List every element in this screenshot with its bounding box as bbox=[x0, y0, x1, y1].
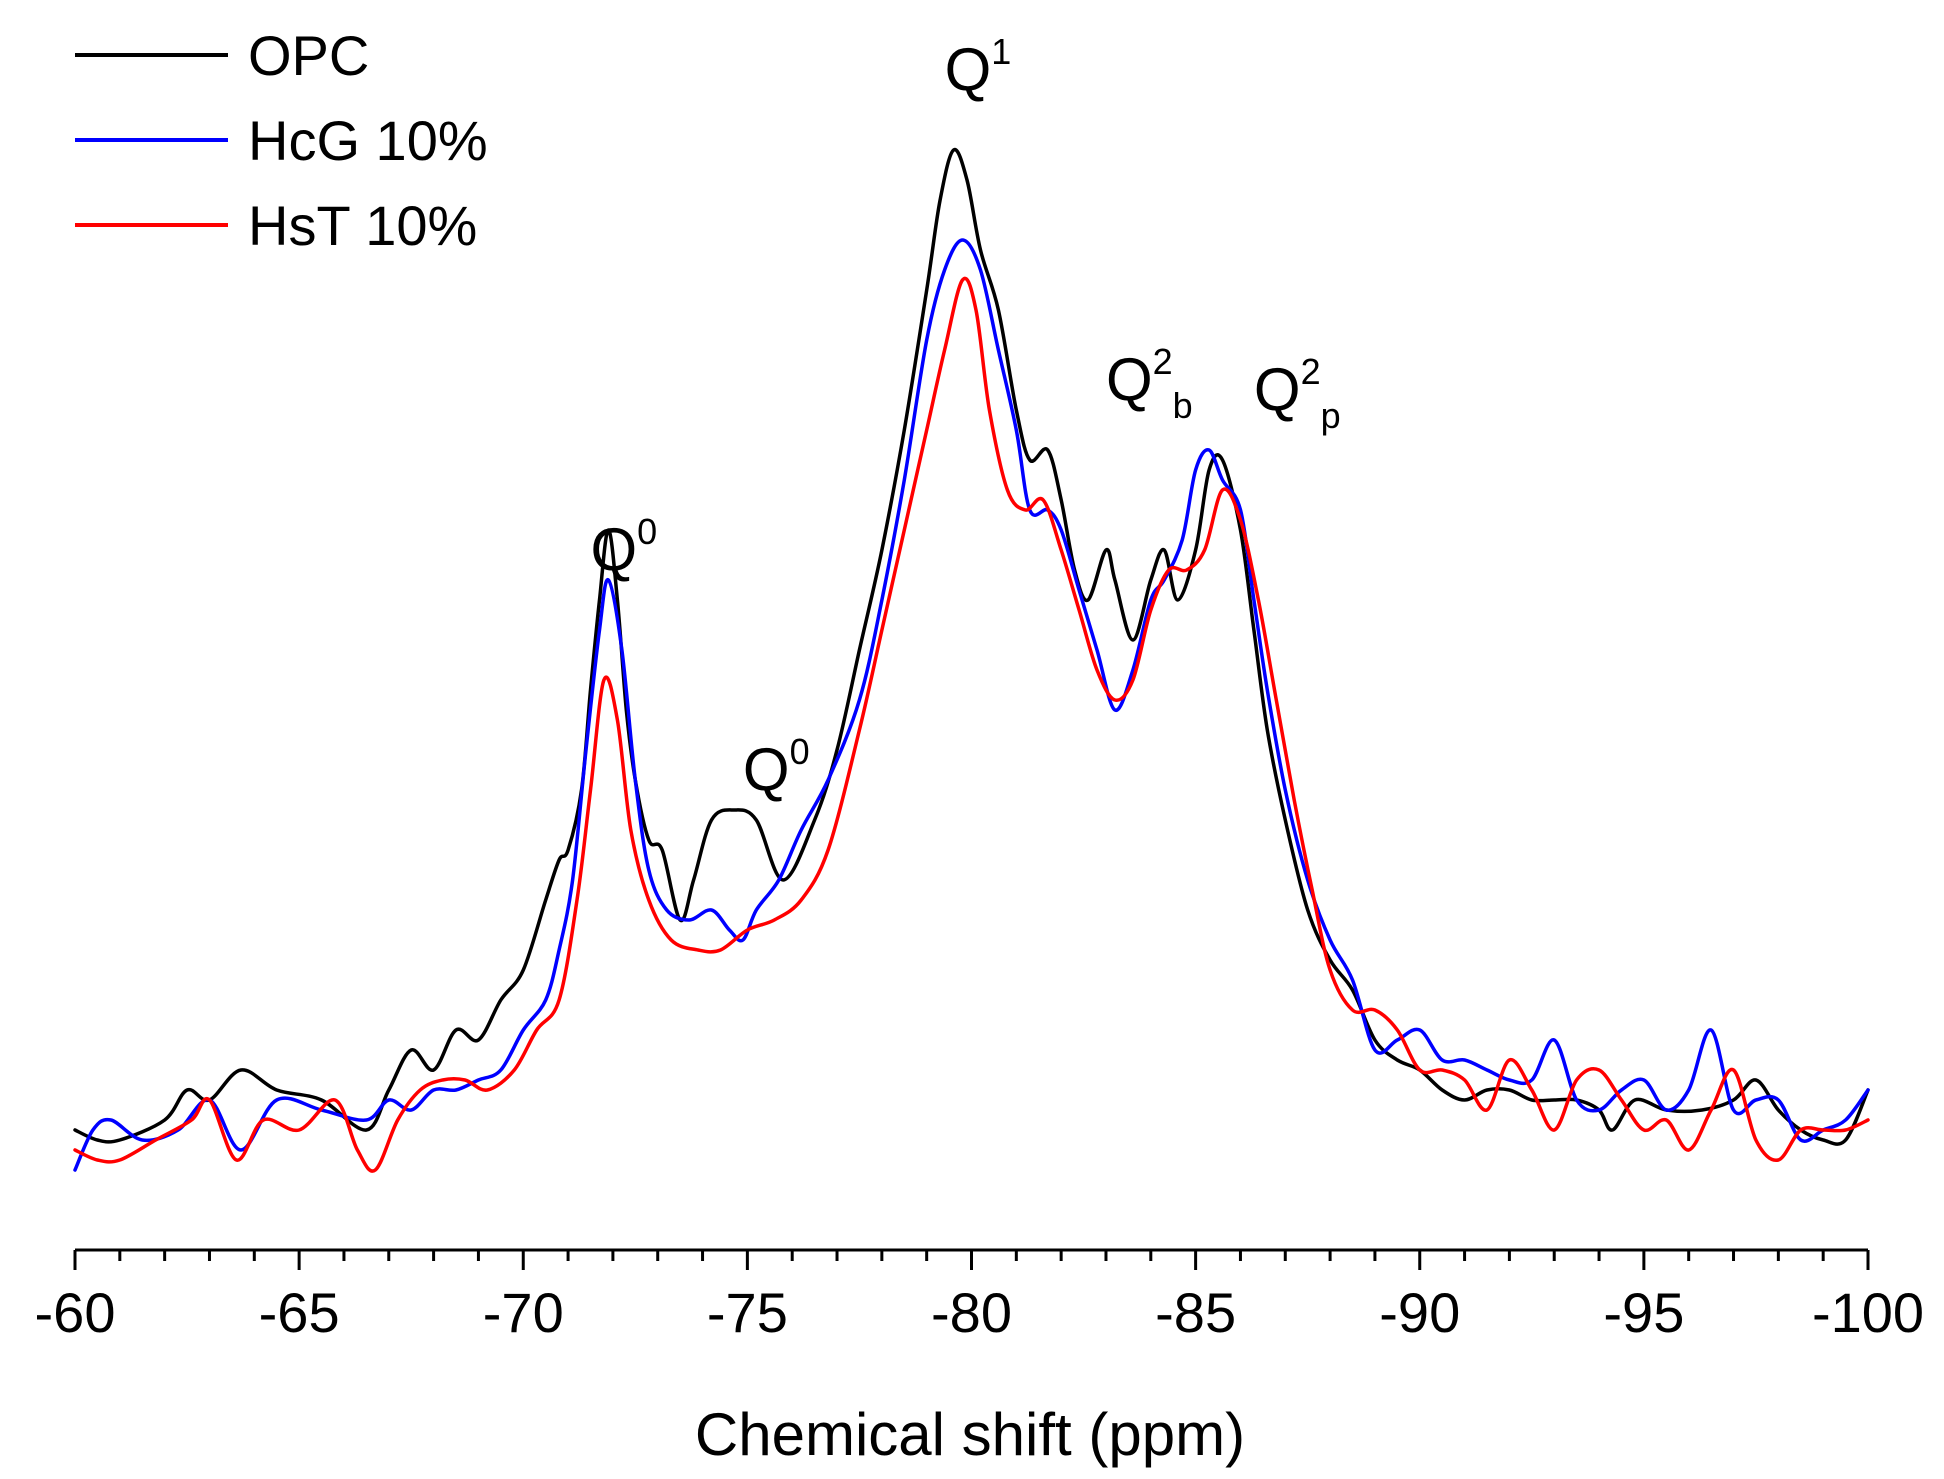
x-tick-label: -100 bbox=[1812, 1281, 1924, 1344]
x-axis-title: Chemical shift (ppm) bbox=[695, 1401, 1245, 1468]
x-tick-label: -65 bbox=[259, 1281, 340, 1344]
peak-label-sup: 1 bbox=[991, 31, 1011, 72]
x-tick-labels: -60 -65 -70 -75 -80 -85 -90 -95 -100 bbox=[35, 1281, 1925, 1344]
series-line-opc bbox=[73, 147, 1870, 1146]
peak-label-base: Q bbox=[743, 736, 790, 803]
x-tick-label: -80 bbox=[931, 1281, 1012, 1344]
peak-label: Q2b bbox=[1106, 341, 1193, 426]
x-axis: -60 -65 -70 -75 -80 -85 -90 -95 -100 Chemical sh… bbox=[35, 1248, 1925, 1468]
x-tick-label: -95 bbox=[1603, 1281, 1684, 1344]
peak-label-sup: 2 bbox=[1153, 341, 1173, 382]
legend-label: HsT 10% bbox=[248, 194, 477, 257]
series-line-hst-10 bbox=[73, 276, 1870, 1173]
peak-label: Q0 bbox=[590, 511, 657, 583]
peak-label-sup: 0 bbox=[637, 511, 657, 552]
peak-label-base: Q bbox=[1106, 346, 1153, 413]
x-ticks bbox=[73, 1250, 1870, 1270]
series-line-hcg-10 bbox=[73, 238, 1870, 1172]
x-tick-label: -90 bbox=[1379, 1281, 1460, 1344]
peak-label-base: Q bbox=[590, 516, 637, 583]
peak-label-sub: b bbox=[1173, 385, 1193, 426]
legend-label: HcG 10% bbox=[248, 109, 488, 172]
peak-label-sub: p bbox=[1321, 395, 1341, 436]
legend: OPC HcG 10% HsT 10% bbox=[75, 24, 488, 257]
x-tick-label: -60 bbox=[35, 1281, 116, 1344]
peak-label: Q1 bbox=[945, 31, 1012, 103]
plot-lines bbox=[73, 147, 1870, 1173]
peak-label-base: Q bbox=[945, 36, 992, 103]
peak-label-sup: 0 bbox=[790, 731, 810, 772]
peak-label-sup: 2 bbox=[1301, 351, 1321, 392]
x-tick-label: -75 bbox=[707, 1281, 788, 1344]
x-tick-label: -70 bbox=[483, 1281, 564, 1344]
x-tick-label: -85 bbox=[1155, 1281, 1236, 1344]
peak-label: Q0 bbox=[743, 731, 810, 803]
legend-label: OPC bbox=[248, 24, 369, 87]
peak-label: Q2p bbox=[1254, 351, 1341, 436]
peak-label-base: Q bbox=[1254, 356, 1301, 423]
